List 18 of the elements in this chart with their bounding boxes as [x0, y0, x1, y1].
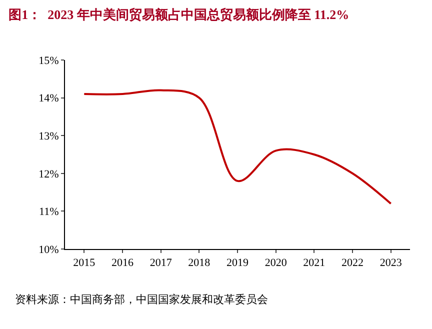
line-series: [83, 89, 392, 205]
y-tick-label: 11%: [39, 206, 59, 218]
x-tick-label: 2017: [150, 257, 172, 270]
x-tick-label: 2020: [264, 257, 288, 270]
text: 资料来源：中国商务部，中国国家发展和改革委员会: [15, 293, 268, 306]
x-tick-label: 2023: [380, 257, 402, 270]
y-tick-label: 14%: [38, 92, 59, 105]
chart-title: 图1： 2023 年中美间贸易额占中国总贸易额比例降至 11.2%: [8, 6, 350, 22]
x-tick-label: 2016: [112, 257, 134, 270]
x-tick-label: 2015: [73, 257, 96, 270]
x-tick-label: 2018: [188, 257, 211, 270]
x-tick-label: 2019: [226, 257, 249, 270]
y-tick-label: 10%: [38, 244, 59, 256]
y-tick-label: 15%: [38, 54, 59, 67]
y-tick-label: 12%: [38, 168, 59, 180]
y-tick-label: 13%: [38, 130, 59, 142]
x-tick-label: 2022: [342, 257, 364, 270]
x-tick-label: 2021: [303, 257, 326, 270]
